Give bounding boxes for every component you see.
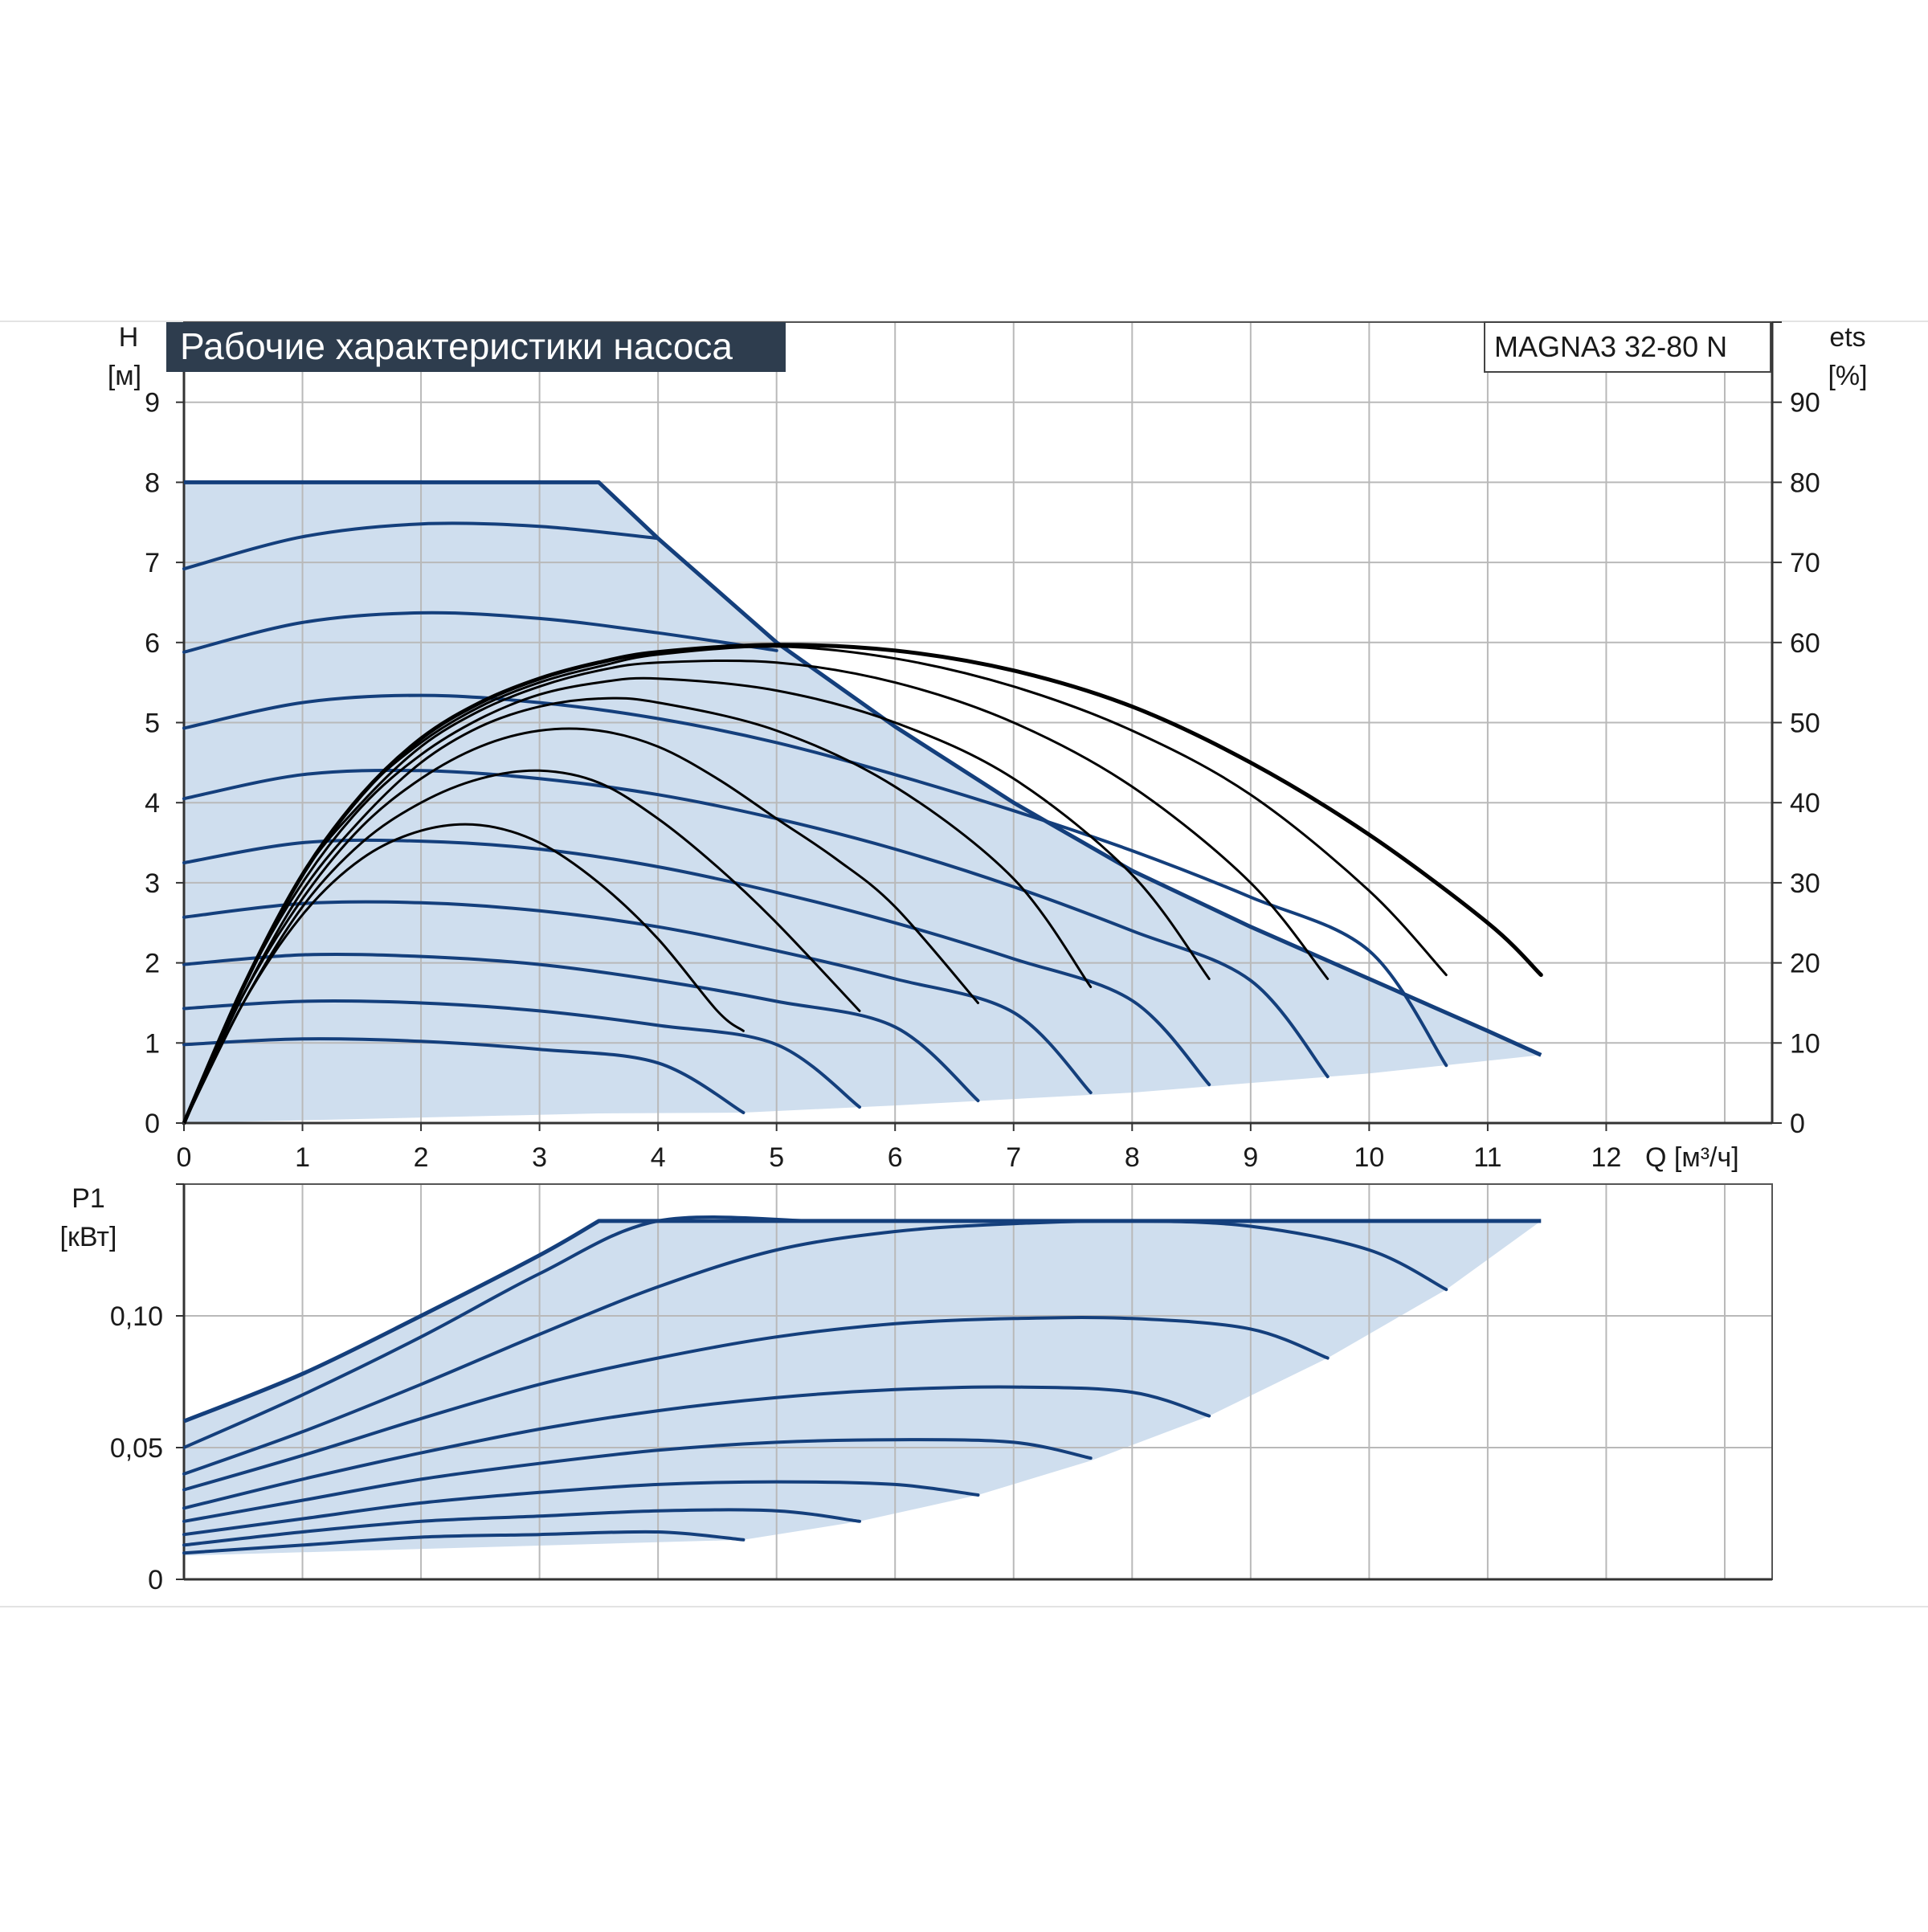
head-x-tick-label: 7 (1006, 1142, 1021, 1173)
model-label: MAGNA3 32-80 N (1494, 330, 1727, 363)
power-y-tick-label: 0,10 (110, 1301, 163, 1332)
head-y-tick-label: 2 (145, 949, 160, 979)
efficiency-curve (182, 727, 979, 1125)
head-x-tick-label: 3 (532, 1142, 547, 1173)
power-speed-curve (182, 1438, 1093, 1523)
head-speed-curve (182, 952, 980, 1103)
head-x-tick-label: 10 (1354, 1142, 1384, 1173)
head-x-tick-label: 12 (1591, 1142, 1622, 1173)
head-y-tick-label: 3 (145, 868, 160, 899)
head-x-tick-label: 1 (295, 1142, 310, 1173)
head-speed-curve (182, 611, 778, 654)
efficiency-y-tick-label: 40 (1790, 788, 1820, 819)
efficiency-curve (182, 676, 1211, 1125)
efficiency-ylabel-symbol: ets (1829, 322, 1865, 353)
head-y-tick-label: 1 (145, 1028, 160, 1059)
power-speed-curve (182, 1480, 980, 1537)
efficiency-ylabel-unit: [%] (1828, 361, 1867, 391)
head-speed-curve (182, 838, 1211, 1087)
efficiency-y-tick-label: 30 (1790, 868, 1820, 899)
head-ylabel-unit: [м] (108, 361, 141, 391)
title-banner (166, 322, 786, 372)
efficiency-curve (182, 823, 745, 1125)
head-x-tick-label: 8 (1125, 1142, 1140, 1173)
head-speed-curve (182, 1037, 745, 1114)
efficiency-y-tick-label: 20 (1790, 949, 1820, 979)
head-y-tick-label: 7 (145, 548, 160, 578)
efficiency-y-tick-label: 10 (1790, 1028, 1820, 1059)
power-speed-curve (182, 1215, 814, 1449)
head-x-tick-label: 6 (888, 1142, 903, 1173)
power-speed-curve (182, 1219, 1448, 1476)
power-speed-curve (182, 1530, 745, 1555)
head-speed-curve (182, 999, 861, 1109)
head-y-tick-label: 5 (145, 709, 160, 739)
head-max-envelope (184, 480, 1542, 1057)
head-y-tick-label: 8 (145, 468, 160, 498)
head-x-tick-label: 5 (769, 1142, 784, 1173)
head-y-tick-label: 0 (145, 1109, 160, 1139)
chart-title: Рабочие характеристики насоса (180, 325, 733, 367)
efficiency-y-tick-label: 70 (1790, 548, 1820, 578)
efficiency-y-tick-label: 0 (1790, 1109, 1805, 1139)
head-ylabel-symbol: H (119, 322, 139, 353)
efficiency-curve (182, 643, 1543, 1125)
head-x-tick-label: 11 (1473, 1142, 1501, 1173)
power-y-tick-label: 0,05 (110, 1433, 163, 1464)
efficiency-y-tick-label: 90 (1790, 388, 1820, 419)
power-max-envelope (183, 1219, 1542, 1423)
power-operating-area (184, 1220, 1542, 1556)
head-speed-curve (182, 521, 660, 571)
power-ylabel-symbol: P1 (71, 1183, 105, 1214)
head-x-tick-label: 4 (651, 1142, 666, 1173)
head-x-tick-label: 9 (1243, 1142, 1258, 1173)
efficiency-curve (182, 769, 861, 1125)
head-x-tick-label: 2 (414, 1142, 429, 1173)
power-speed-curve (182, 1385, 1211, 1510)
head-x-tick-label: 0 (177, 1142, 192, 1173)
power-y-tick-label: 0 (148, 1565, 163, 1595)
power-speed-curve (182, 1316, 1330, 1492)
head-y-tick-label: 9 (145, 388, 160, 419)
model-box (1484, 321, 1771, 373)
power-speed-curve (182, 1508, 861, 1547)
head-y-tick-label: 4 (145, 788, 160, 819)
efficiency-y-tick-label: 50 (1790, 709, 1820, 739)
efficiency-curve (182, 696, 1093, 1125)
power-ylabel-unit: [кВт] (60, 1222, 117, 1252)
head-y-tick-label: 6 (145, 628, 160, 659)
efficiency-y-tick-label: 80 (1790, 468, 1820, 498)
head-xlabel: Q [м³/ч] (1645, 1142, 1739, 1173)
efficiency-y-tick-label: 60 (1790, 628, 1820, 659)
